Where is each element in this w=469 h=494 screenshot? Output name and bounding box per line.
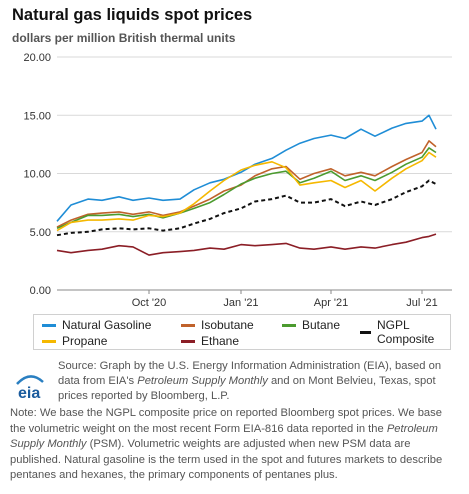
legend-item: Natural Gasoline [42,318,151,332]
legend-swatch [42,323,56,327]
legend-swatch [282,323,296,327]
x-tick-label: Apr '21 [314,297,349,309]
series-line-ngpl-composite [56,179,437,237]
legend-item: Ethane [181,334,239,348]
series-line-ethane [56,233,437,256]
chart-legend: Natural Gasoline Isobutane Butane NGPL Comp… [33,314,451,350]
legend-label: Natural Gasoline [62,318,152,332]
series-line-butane [56,147,437,230]
source-psm: Petroleum Supply Monthly [137,375,268,387]
svg-text:eia: eia [18,385,40,402]
note-text: Note: We base the NGPL composite price o… [10,406,458,484]
legend-label: Ethane [201,334,240,348]
y-tick-label: 10.00 [23,169,51,181]
y-tick-label: 20.00 [23,52,51,64]
chart-title: Natural gas liquids spot prices [12,6,253,24]
legend-item: Isobutane [181,318,254,332]
line-chart: 0.00 5.00 10.00 15.00 20.00 Oct '20 Jan '21 Ap… [23,52,452,309]
note-part2: (PSM). Volumetric weights are adjusted w… [10,438,443,482]
legend-label: NGPL Composite [377,318,435,346]
series-line-natural-gasoline [56,114,437,222]
x-tick-label: Oct '20 [132,297,167,309]
x-axis-ticks: Oct '20 Jan '21 Apr '21 Jul '21 [132,290,438,309]
note-psm: Petroleum Supply Monthly [10,422,438,451]
chart-subtitle: dollars per million British thermal unit… [12,31,236,45]
series-line-isobutane [56,140,437,228]
legend-swatch [181,323,195,327]
y-axis-ticks: 0.00 5.00 10.00 15.00 20.00 [23,52,51,297]
legend-item: Butane [282,318,340,332]
legend-item: NGPL Composite [360,318,450,346]
eia-logo: eia [16,375,44,402]
x-tick-label: Jan '21 [223,297,258,309]
y-tick-label: 5.00 [30,227,51,239]
note-part1: Note: We base the NGPL composite price o… [10,407,442,435]
legend-label: Butane [302,318,341,332]
x-tick-label: Jul '21 [406,297,437,309]
source-text: Source: Graph by the U.S. Energy Informa… [58,359,453,404]
source-prefix: Source: Graph by the U.S. Energy Informa… [58,360,442,387]
legend-swatch [360,330,371,334]
y-tick-label: 15.00 [23,110,51,122]
series-lines [56,114,437,256]
series-line-propane [56,151,437,232]
source-suffix: and on Mont Belvieu, Texas, spot prices … [58,375,436,402]
legend-swatch [42,339,56,343]
legend-swatch [181,339,195,343]
gridlines [57,56,452,291]
legend-label: Propane [62,334,108,348]
legend-label: Isobutane [201,318,254,332]
y-tick-label: 0.00 [30,285,51,297]
legend-item: Propane [42,334,107,348]
